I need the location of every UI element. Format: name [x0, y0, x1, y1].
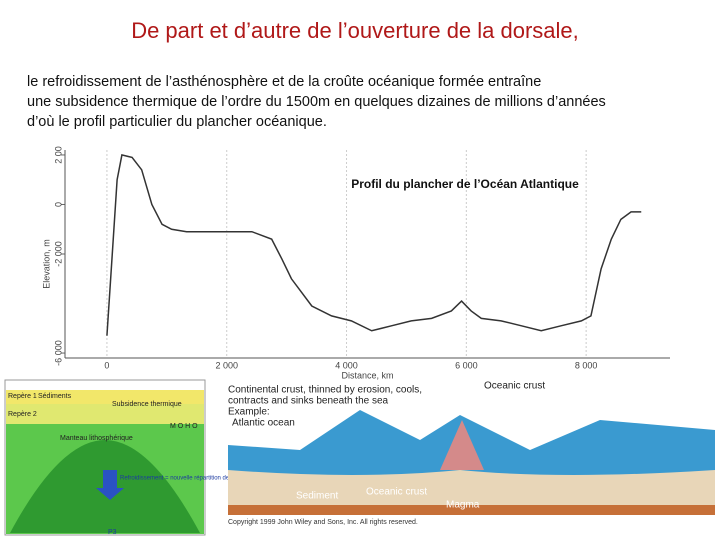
sediment-layer — [6, 390, 204, 404]
caption: Atlantic ocean — [232, 418, 295, 429]
mantle — [228, 505, 715, 515]
crust — [228, 470, 715, 512]
x-tick-label: 6 000 — [455, 360, 478, 370]
left-figure: Repère 1 Sédiments Subsidence thermique … — [4, 379, 255, 536]
x-axis-label: Distance, km — [341, 370, 393, 380]
label: Sédiments — [38, 393, 72, 400]
caption: contracts and sinks beneath the sea — [228, 396, 389, 407]
y-tick-label: 0 — [53, 202, 63, 207]
label: Refroidissement = nouvelle répartition d… — [120, 476, 255, 482]
chart-title: Profil du plancher de l’Océan Atlantique — [351, 177, 579, 191]
label: Manteau lithosphérique — [60, 435, 133, 442]
y-tick-label: -2 000 — [53, 241, 63, 267]
profile-line — [106, 154, 642, 336]
label: Repère 2 — [8, 411, 37, 418]
paragraph-line: une subsidence thermique de l’ordre du 1… — [27, 94, 606, 110]
label: P3 — [108, 529, 117, 536]
label: Oceanic crust — [366, 487, 427, 498]
y-tick-label: -6 000 — [53, 340, 63, 366]
x-tick-label: 2 000 — [215, 360, 238, 370]
paragraph-line: d’où le profil particulier du plancher o… — [27, 114, 327, 130]
label: M O H O — [170, 423, 198, 430]
label: Sediment — [296, 491, 338, 502]
crust-layer — [6, 404, 204, 424]
y-tick-label: 2 00 — [53, 146, 63, 164]
x-tick-label: 4 000 — [335, 360, 358, 370]
x-tick-label: 8 000 — [575, 360, 598, 370]
arrow — [96, 470, 124, 500]
caption: Example: — [228, 407, 270, 418]
copyright: Copyright 1999 John Wiley and Sons, Inc.… — [228, 519, 418, 526]
label: Repère 1 — [8, 393, 37, 400]
paragraph-line: le refroidissement de l’asthénosphère et… — [27, 74, 541, 90]
caption: Continental crust, thinned by erosion, c… — [228, 385, 422, 396]
x-tick-label: 0 — [104, 360, 109, 370]
label: Subsidence thermique — [112, 401, 182, 408]
ridge — [440, 420, 484, 470]
right-figure: Continental crust, thinned by erosion, c… — [228, 381, 715, 526]
slide-title: De part et d’autre de l’ouverture de la … — [131, 18, 579, 43]
label: Magma — [446, 500, 480, 511]
label: Oceanic crust — [484, 381, 545, 392]
y-axis-label: Elevation, m — [41, 239, 51, 289]
